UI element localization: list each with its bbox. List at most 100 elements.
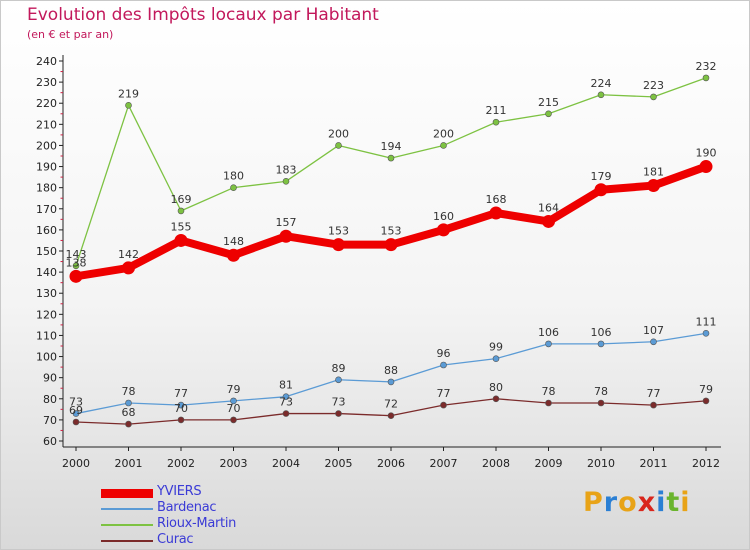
data-point-bardenac (387, 378, 395, 386)
data-point-bardenac (230, 397, 237, 405)
data-point-rioux-martin (72, 262, 80, 270)
y-tick-label: 140 (36, 266, 57, 279)
data-point-curac (72, 418, 80, 426)
data-point-bardenac (440, 361, 447, 369)
x-tick-label: 2003 (220, 457, 248, 470)
data-point-rioux-martin (387, 154, 395, 162)
y-tick-label: 80 (43, 393, 57, 406)
data-point-rioux-martin (597, 91, 605, 99)
data-label-bardenac: 106 (538, 326, 559, 339)
data-label-bardenac: 106 (591, 326, 612, 339)
logo-letter: o (618, 487, 638, 518)
data-point-yviers (542, 214, 555, 228)
data-label-rioux-martin: 219 (118, 87, 139, 100)
data-label-curac: 79 (699, 383, 713, 396)
y-tick-label: 200 (36, 139, 57, 152)
data-point-bardenac (72, 410, 80, 417)
data-point-curac (335, 410, 342, 417)
data-point-rioux-martin (125, 102, 132, 109)
data-point-yviers (594, 183, 608, 197)
legend-swatch (101, 508, 153, 510)
data-label-bardenac: 96 (437, 347, 451, 360)
x-tick-label: 2010 (587, 457, 615, 470)
y-tick-label: 150 (36, 245, 57, 258)
proxiti-logo: Proxiti (583, 487, 691, 518)
y-tick-label: 90 (43, 372, 57, 385)
x-tick-label: 2002 (167, 457, 195, 470)
data-label-curac: 77 (647, 387, 661, 400)
data-point-yviers (279, 229, 293, 243)
data-label-yviers: 164 (538, 201, 559, 214)
legend-swatch (101, 540, 153, 542)
logo-letter: r (603, 487, 619, 518)
data-point-bardenac (597, 340, 605, 348)
data-label-curac: 68 (122, 406, 136, 419)
data-point-yviers (174, 233, 188, 247)
data-point-yviers (647, 179, 660, 193)
legend-label: Rioux-Martin (157, 516, 237, 531)
data-point-rioux-martin (545, 110, 552, 118)
data-label-bardenac: 89 (332, 362, 346, 375)
data-point-curac (440, 401, 447, 409)
data-point-curac (492, 395, 500, 403)
data-label-rioux-martin: 183 (276, 163, 297, 176)
data-label-curac: 78 (542, 385, 556, 398)
data-label-curac: 80 (489, 381, 503, 394)
x-tick-label: 2005 (325, 457, 353, 470)
data-label-curac: 73 (332, 396, 346, 409)
data-point-yviers (227, 248, 240, 262)
y-tick-label: 190 (36, 161, 57, 174)
data-label-curac: 69 (69, 404, 83, 417)
data-label-curac: 78 (594, 385, 608, 398)
x-tick-label: 2012 (692, 457, 720, 470)
y-tick-label: 230 (36, 76, 57, 89)
data-label-rioux-martin: 180 (223, 170, 244, 183)
data-point-rioux-martin (492, 118, 500, 126)
data-label-yviers: 155 (171, 220, 192, 233)
x-tick-label: 2001 (115, 457, 143, 470)
data-label-rioux-martin: 215 (538, 96, 559, 109)
y-tick-label: 70 (43, 414, 57, 427)
y-tick-label: 240 (36, 55, 57, 68)
y-tick-label: 130 (36, 287, 57, 300)
data-label-curac: 72 (384, 398, 398, 411)
y-tick-label: 220 (36, 97, 57, 110)
data-label-yviers: 157 (276, 216, 297, 229)
data-point-yviers (384, 238, 398, 252)
data-point-yviers (437, 223, 450, 237)
data-point-curac (125, 420, 132, 428)
data-label-bardenac: 107 (643, 324, 664, 337)
data-point-curac (545, 399, 552, 407)
chart-title: Evolution des Impôts locaux par Habitant (27, 5, 379, 25)
logo-letter: t (666, 487, 681, 518)
data-label-yviers: 190 (696, 147, 717, 160)
logo-letter: i (680, 487, 691, 518)
data-point-bardenac (545, 340, 552, 348)
data-label-bardenac: 73 (69, 396, 83, 409)
data-point-rioux-martin (177, 207, 185, 215)
data-label-bardenac: 111 (696, 315, 717, 328)
x-tick-label: 2011 (640, 457, 668, 470)
series-layer (69, 74, 713, 428)
data-point-bardenac (177, 401, 185, 409)
data-label-rioux-martin: 169 (171, 193, 192, 206)
y-tick-label: 60 (43, 435, 57, 448)
chart-subtitle: (en € et par an) (27, 28, 114, 41)
x-tick-label: 2008 (482, 457, 510, 470)
y-tick-label: 100 (36, 351, 57, 364)
y-tick-label: 120 (36, 308, 57, 321)
data-point-rioux-martin (335, 142, 342, 149)
data-label-yviers: 160 (433, 210, 454, 223)
axes: 60 70 80 90 100 110 120 130 140 150 160 170 180 190 20… (36, 55, 721, 470)
data-point-bardenac (492, 355, 500, 362)
data-label-yviers: 168 (486, 193, 507, 206)
data-point-rioux-martin (230, 184, 237, 191)
x-tick-label: 2006 (377, 457, 405, 470)
data-label-yviers: 181 (643, 166, 664, 179)
data-point-curac (650, 401, 657, 409)
logo-letter: i (656, 487, 667, 518)
data-point-rioux-martin (702, 74, 710, 82)
data-label-rioux-martin: 232 (696, 60, 717, 73)
data-label-yviers: 138 (66, 256, 87, 269)
